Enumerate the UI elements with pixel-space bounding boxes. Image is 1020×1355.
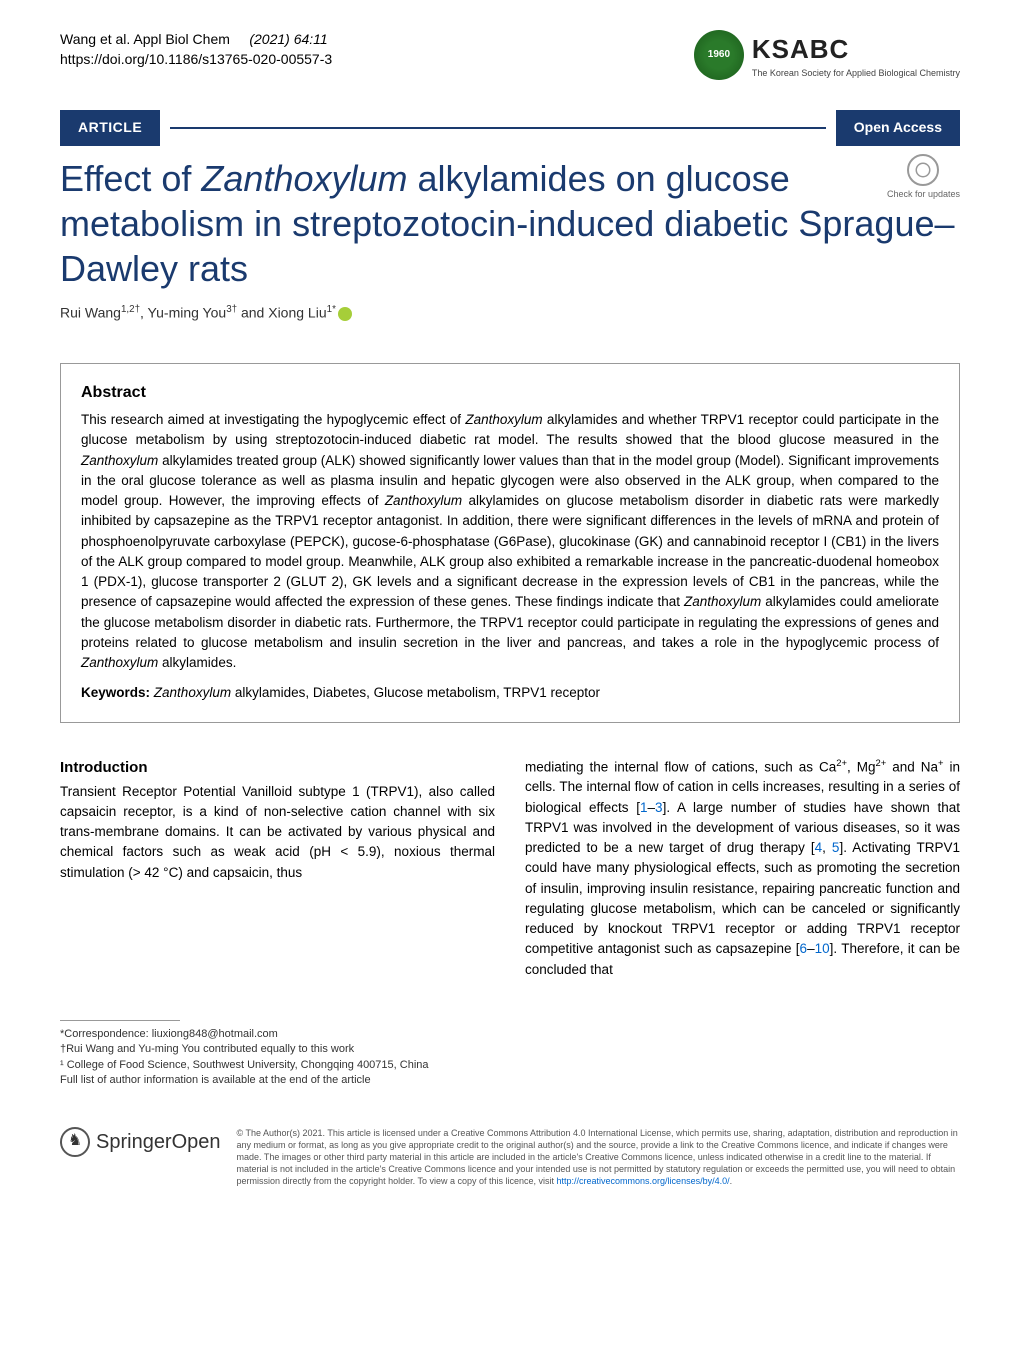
keywords-label: Keywords: xyxy=(81,685,150,700)
ksabc-logo-icon: 1960 xyxy=(694,30,744,80)
open-access-badge: Open Access xyxy=(836,110,960,146)
footnotes: *Correspondence: liuxiong848@hotmail.com… xyxy=(0,980,510,1089)
springer-icon: ♞ xyxy=(60,1127,90,1157)
ksabc-logo: 1960 KSABC The Korean Society for Applie… xyxy=(694,30,960,80)
ref-1-link[interactable]: 1 xyxy=(640,800,648,815)
license-link[interactable]: http://creativecommons.org/licenses/by/4… xyxy=(557,1176,730,1186)
equal-contrib-note: †Rui Wang and Yu-ming You contributed eq… xyxy=(60,1042,450,1057)
affiliation-note: ¹ College of Food Science, Southwest Uni… xyxy=(60,1058,450,1073)
footer: ♞ SpringerOpen © The Author(s) 2021. Thi… xyxy=(0,1109,1020,1218)
check-updates-icon xyxy=(907,154,939,186)
check-updates-button[interactable]: Check for updates xyxy=(887,154,960,201)
citation-year: (2021) 64:11 xyxy=(249,31,327,47)
intro-columns: Introduction Transient Receptor Potentia… xyxy=(0,747,1020,980)
fullinfo-note: Full list of author information is avail… xyxy=(60,1073,450,1088)
abstract-box: Abstract This research aimed at investig… xyxy=(60,363,960,723)
abstract-body: This research aimed at investigating the… xyxy=(81,410,939,673)
authors-list: Rui Wang1,2†, Yu-ming You3† and Xiong Li… xyxy=(60,303,960,323)
intro-col-right: mediating the internal flow of cations, … xyxy=(525,757,960,980)
title-section: Check for updates Effect of Zanthoxylum … xyxy=(0,146,1020,323)
ref-6-link[interactable]: 6 xyxy=(800,941,808,956)
springer-open-logo: ♞ SpringerOpen xyxy=(60,1127,221,1157)
doi-text: https://doi.org/10.1186/s13765-020-00557… xyxy=(60,51,332,67)
divider-bar xyxy=(170,127,826,129)
footnote-divider xyxy=(60,1020,180,1021)
intro-text-left: Transient Receptor Potential Vanilloid s… xyxy=(60,782,495,883)
ref-10-link[interactable]: 10 xyxy=(815,941,830,956)
article-title: Effect of Zanthoxylum alkylamides on glu… xyxy=(60,156,960,291)
logo-main: KSABC xyxy=(752,31,960,67)
citation-authors: Wang et al. Appl Biol Chem (2021) 64:11 xyxy=(60,31,328,47)
header-meta: Wang et al. Appl Biol Chem (2021) 64:11 … xyxy=(0,0,1020,90)
license-text: © The Author(s) 2021. This article is li… xyxy=(237,1127,960,1188)
orcid-icon[interactable] xyxy=(338,307,352,321)
ref-3-link[interactable]: 3 xyxy=(655,800,663,815)
keywords-line: Keywords: Zanthoxylum alkylamides, Diabe… xyxy=(81,683,939,703)
article-badge: ARTICLE xyxy=(60,110,160,146)
license-post: . xyxy=(730,1176,733,1186)
check-updates-label: Check for updates xyxy=(887,189,960,199)
ksabc-logo-text: KSABC The Korean Society for Applied Bio… xyxy=(752,31,960,80)
abstract-heading: Abstract xyxy=(81,382,939,404)
intro-heading: Introduction xyxy=(60,757,495,778)
correspondence-note: *Correspondence: liuxiong848@hotmail.com xyxy=(60,1027,450,1042)
springer-text: SpringerOpen xyxy=(96,1128,221,1156)
badge-bar: ARTICLE Open Access xyxy=(0,110,1020,146)
citation-meta: Wang et al. Appl Biol Chem (2021) 64:11 … xyxy=(60,30,332,69)
logo-sub: The Korean Society for Applied Biologica… xyxy=(752,67,960,80)
intro-col-left: Introduction Transient Receptor Potentia… xyxy=(60,757,495,980)
intro-text-right: mediating the internal flow of cations, … xyxy=(525,757,960,980)
